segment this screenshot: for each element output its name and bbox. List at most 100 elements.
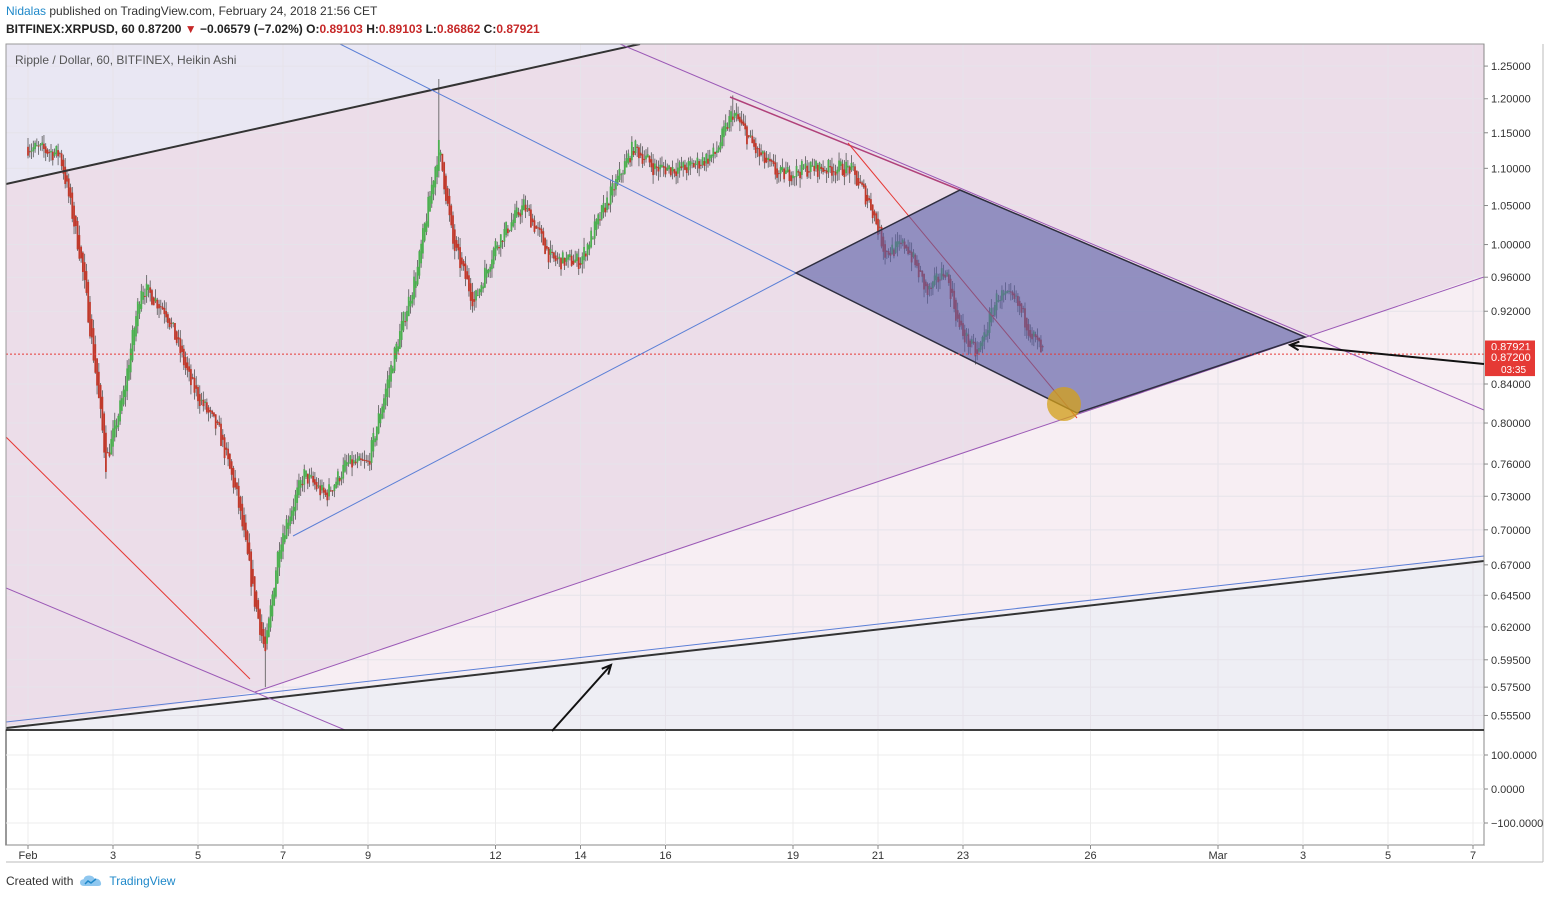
candle-body <box>290 510 293 522</box>
candle-body <box>560 257 562 270</box>
upper-trendline <box>6 44 641 185</box>
candle-body <box>793 176 796 178</box>
candle-body <box>613 189 616 191</box>
candle-body <box>682 162 685 168</box>
candle-body <box>119 400 121 422</box>
candle-body <box>839 161 842 167</box>
price-tag-upper <box>1485 340 1535 353</box>
candle-body <box>50 150 52 153</box>
candle-body <box>652 163 655 176</box>
candle-body <box>650 159 653 168</box>
candle-body <box>476 295 479 297</box>
candle-body <box>383 398 385 413</box>
candle-body <box>312 475 315 483</box>
candle-body <box>158 304 160 309</box>
candle-body <box>57 150 60 157</box>
price-tick-label: 1.20000 <box>1491 94 1531 106</box>
time-tick-label: 5 <box>1385 850 1391 862</box>
candle-body <box>432 180 435 195</box>
candle-body <box>738 116 741 123</box>
candle-body <box>645 155 647 160</box>
candle-body <box>30 150 33 152</box>
candle-body <box>498 247 500 249</box>
candle-body <box>781 166 784 171</box>
candle-body <box>737 114 740 120</box>
candle-body <box>216 421 219 423</box>
candle-body <box>785 170 787 174</box>
candle-body <box>368 461 371 465</box>
price-tick-label: 0.76000 <box>1491 459 1531 471</box>
candle-body <box>280 544 283 559</box>
target-circle <box>1047 387 1081 421</box>
candle-body <box>692 163 695 168</box>
candle-body <box>825 170 828 174</box>
candle-body <box>829 165 832 168</box>
candle-body <box>230 461 233 475</box>
candle-body <box>742 121 745 126</box>
candle-body <box>285 519 288 539</box>
candle-body <box>712 147 715 157</box>
candle-body <box>710 154 713 159</box>
candle-body <box>657 167 660 172</box>
blue-descending-line <box>339 44 797 274</box>
candle-body <box>421 228 424 254</box>
candle-body <box>753 139 755 147</box>
candle-body <box>724 122 727 132</box>
candle-body <box>643 158 646 160</box>
candle-body <box>310 475 313 477</box>
candle-body <box>96 358 98 386</box>
candle-body <box>774 162 777 175</box>
candle-body <box>120 398 123 411</box>
price-tick-label: 0.64500 <box>1491 590 1531 602</box>
candle-body <box>530 209 532 228</box>
candle-body <box>547 247 550 263</box>
price-tick-label: 0.59500 <box>1491 655 1531 667</box>
candle-body <box>80 246 83 259</box>
candle-body <box>407 296 410 317</box>
candle-body <box>179 338 182 354</box>
candle-body <box>675 171 678 177</box>
candle-body <box>522 199 525 211</box>
candle-body <box>360 458 362 460</box>
candle-body <box>74 215 77 227</box>
candle-body <box>423 223 426 241</box>
candle-body <box>630 141 633 161</box>
candle-body <box>275 570 277 597</box>
candle-body <box>340 477 343 480</box>
candle-body <box>878 226 881 228</box>
time-tick-label: 21 <box>872 850 884 862</box>
candle-body <box>514 210 516 223</box>
candle-body <box>680 166 683 169</box>
candle-body <box>786 167 789 173</box>
candle-body <box>108 452 111 457</box>
author-link[interactable]: Nidalas <box>6 4 47 18</box>
arrow-shaft <box>551 664 612 732</box>
candle-body <box>347 462 350 464</box>
candle-body <box>398 331 401 349</box>
candle-body <box>83 262 86 281</box>
candle-body <box>549 248 552 255</box>
up-arrow-pointer <box>551 663 613 732</box>
candle-body <box>776 168 778 178</box>
high-label: H: <box>366 22 379 36</box>
purple-lower-descending <box>6 587 346 730</box>
candle-body <box>639 152 642 156</box>
candle-body <box>101 396 104 431</box>
candle-body <box>202 399 205 407</box>
candle-body <box>691 162 693 164</box>
candle-body <box>331 490 334 492</box>
candle-body <box>581 256 584 265</box>
candle-body <box>854 166 856 175</box>
candle-body <box>260 622 263 637</box>
candle-body <box>538 227 541 230</box>
open-label: O: <box>306 22 320 36</box>
candle-body <box>873 211 876 216</box>
candle-body <box>746 126 748 145</box>
candle-body <box>625 158 628 168</box>
candle-body <box>740 119 743 124</box>
tradingview-link[interactable]: TradingView <box>109 874 176 888</box>
candle-body <box>414 281 417 288</box>
price-tick-label: 1.10000 <box>1491 163 1531 175</box>
candle-body <box>321 484 323 491</box>
